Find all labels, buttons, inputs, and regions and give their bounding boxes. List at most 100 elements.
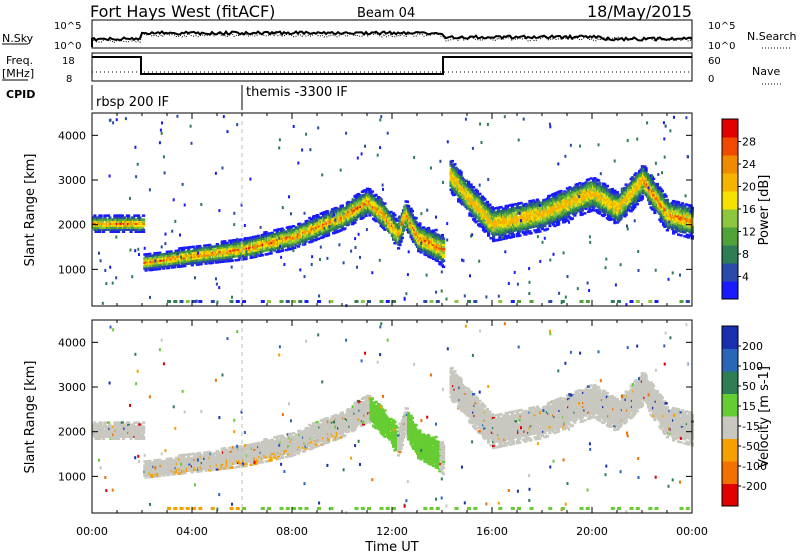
power-cell (652, 193, 656, 197)
power-cell (294, 226, 298, 229)
power-cell (567, 214, 571, 218)
power-cell (388, 217, 392, 220)
power-cell (189, 245, 193, 249)
power-cell (578, 182, 582, 185)
power-cell (427, 226, 431, 230)
power-cell (674, 230, 678, 234)
power-cell (314, 220, 318, 223)
power-cell (167, 266, 171, 270)
power-cell (605, 184, 609, 188)
power-cell (568, 186, 572, 189)
power-cell (400, 236, 404, 240)
power-cell (619, 215, 623, 218)
power-cell (454, 176, 458, 180)
power-cell (475, 192, 479, 195)
power-cell (215, 243, 219, 246)
power-cell (374, 193, 378, 197)
power-cell (499, 205, 503, 209)
power-cell (459, 175, 463, 178)
power-cell (259, 252, 263, 255)
power-cell (515, 204, 519, 208)
power-cell (438, 240, 442, 244)
nsky-tick-bottom: 10^0 (54, 41, 81, 52)
power-cell (287, 238, 291, 241)
power-cell (480, 225, 484, 229)
power-cell (314, 238, 318, 242)
power-cell (99, 214, 103, 217)
power-cell (184, 250, 188, 253)
power-cell (153, 254, 157, 257)
power-cell (483, 228, 487, 231)
power-cell (629, 177, 633, 181)
power-cell (405, 200, 409, 203)
power-cell (173, 265, 177, 269)
power-cell (392, 216, 396, 219)
power-cell (247, 236, 251, 240)
power-cell (280, 247, 284, 251)
power-cell (553, 224, 557, 228)
power-cell (585, 201, 589, 204)
power-cell (152, 256, 156, 259)
power-cell (265, 252, 269, 256)
beam-label: Beam 04 (357, 6, 415, 21)
power-cell (322, 223, 326, 227)
power-cell (229, 239, 233, 242)
nsearch-label: N.Search (747, 30, 797, 43)
power-cell (460, 190, 464, 194)
power-cell (652, 181, 656, 185)
power-cell (437, 238, 441, 241)
power-cell (632, 181, 636, 184)
power-cell (507, 212, 511, 215)
power-cell (142, 230, 146, 233)
power-cell (260, 254, 264, 257)
power-cell (510, 213, 514, 217)
power-cell (437, 248, 441, 251)
power-cell (480, 201, 484, 204)
power-cell (525, 228, 529, 232)
power-cell (337, 211, 341, 215)
power-cell (492, 237, 496, 241)
power-cell (480, 203, 484, 206)
power-cell (590, 192, 594, 196)
power-cell (615, 193, 619, 196)
power-cell (463, 181, 467, 185)
power-cell (95, 230, 99, 233)
power-cell (119, 218, 123, 221)
power-cell (437, 234, 441, 237)
power-cell (655, 182, 659, 186)
power-cell (470, 208, 474, 212)
power-cell (442, 247, 446, 250)
power-cell (403, 225, 407, 229)
power-cell (382, 220, 386, 224)
power-cell (480, 195, 484, 198)
power-cell (383, 202, 387, 205)
power-cell (310, 227, 314, 231)
power-cell (148, 252, 152, 256)
nsky-label: N.Sky (2, 32, 34, 45)
power-cell (589, 187, 593, 190)
power-cell (159, 259, 163, 262)
power-cell (630, 208, 634, 211)
nsky-series-line (91, 29, 693, 47)
power-cell (454, 166, 458, 170)
power-cell (303, 236, 307, 240)
power-cell (134, 230, 138, 233)
power-cell (504, 237, 508, 240)
power-cell (384, 208, 388, 211)
power-cell (313, 214, 317, 218)
power-cell (628, 203, 632, 206)
power-cell (368, 188, 372, 191)
power-cell (253, 237, 257, 240)
power-cell (553, 194, 557, 197)
power-cell (319, 218, 323, 222)
power-cell (450, 190, 454, 193)
power-cell (110, 224, 114, 227)
power-cell (663, 225, 667, 228)
power-cell (142, 214, 146, 217)
power-cell (239, 252, 243, 255)
power-cell (570, 197, 574, 200)
power-cell (512, 229, 516, 232)
power-cell (428, 253, 432, 257)
power-cell (142, 224, 146, 227)
